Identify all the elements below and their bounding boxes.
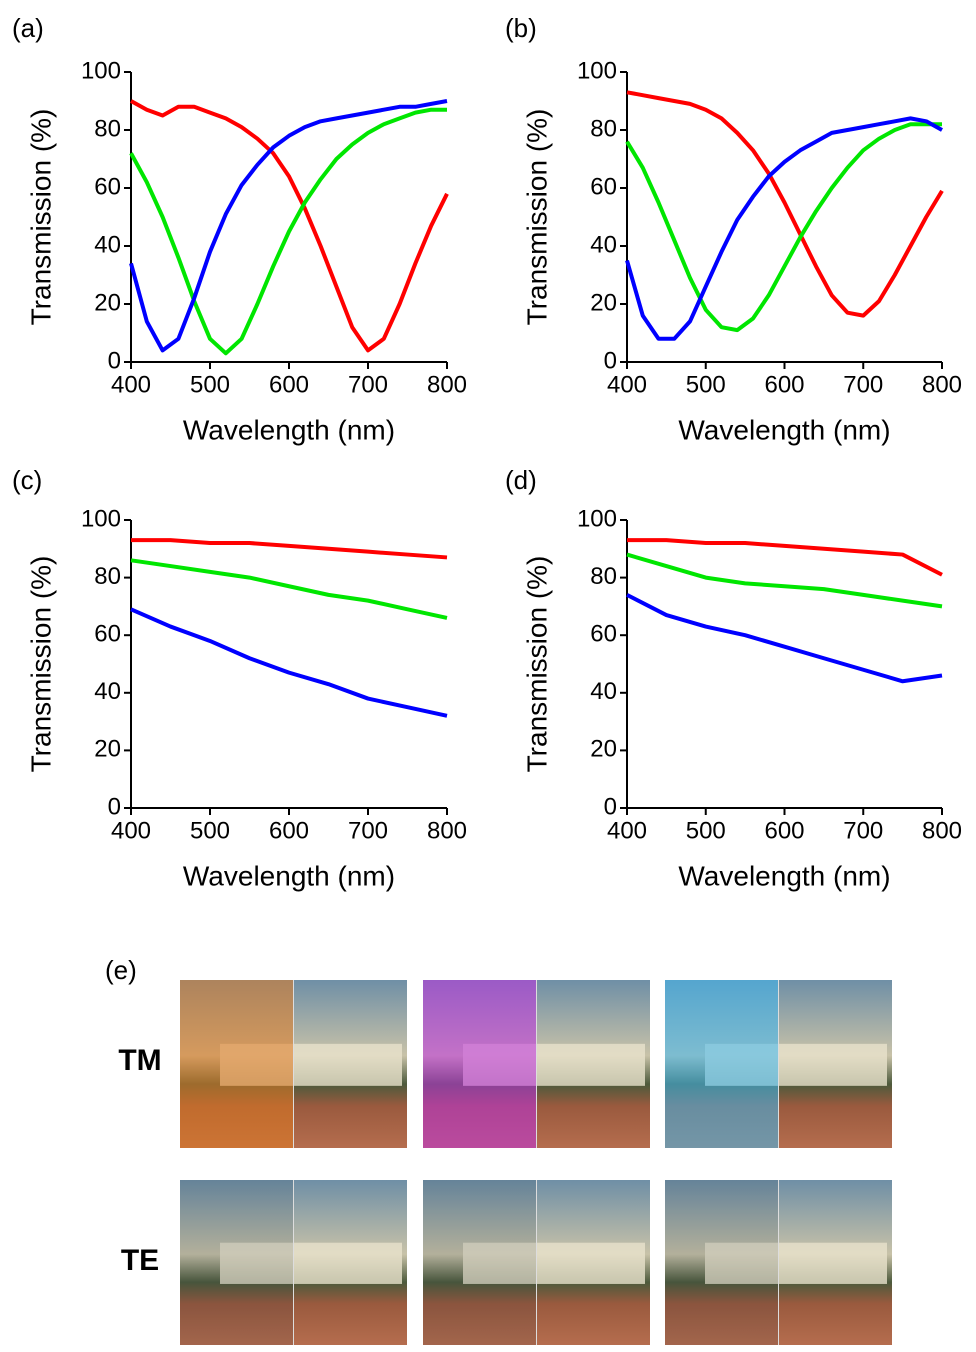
photo-tint — [423, 1180, 537, 1345]
photo-tint — [665, 1180, 779, 1345]
data-line — [626, 552, 943, 609]
data-line — [131, 538, 448, 560]
y-tick-label: 60 — [590, 621, 617, 648]
x-tick-label: 400 — [111, 371, 151, 398]
y-tick-label: 100 — [577, 57, 617, 84]
x-tick-label: 800 — [427, 371, 467, 398]
x-tick-label: 500 — [190, 371, 230, 398]
y-tick-label: 80 — [590, 563, 617, 590]
y-tick-label: 60 — [94, 621, 121, 648]
data-line — [130, 607, 448, 718]
x-tick-label: 400 — [111, 817, 151, 844]
x-tick-label: 700 — [843, 817, 883, 844]
data-line — [626, 593, 943, 684]
data-line — [130, 99, 449, 353]
data-line — [625, 122, 942, 333]
y-tick-label: 40 — [94, 678, 121, 705]
y-tick-label: 0 — [108, 347, 121, 374]
photo-building — [463, 1242, 645, 1284]
y-tick-label: 60 — [94, 173, 121, 200]
data-line — [130, 558, 448, 620]
x-tick-label: 600 — [764, 817, 804, 844]
data-line — [129, 99, 448, 353]
panel-label: (d) — [505, 465, 537, 495]
x-tick-label: 600 — [269, 817, 309, 844]
row-label: TE — [121, 1244, 159, 1277]
photo-building — [705, 1242, 887, 1284]
photo-tint — [665, 980, 779, 1148]
x-tick-label: 500 — [686, 817, 726, 844]
y-tick-label: 100 — [81, 505, 121, 532]
x-tick-label: 800 — [922, 817, 962, 844]
y-tick-label: 80 — [94, 115, 121, 142]
y-tick-label: 80 — [590, 115, 617, 142]
y-axis-title: Transmission (%) — [25, 109, 56, 326]
y-axis-title: Transmission (%) — [521, 109, 552, 326]
y-tick-label: 100 — [577, 505, 617, 532]
photo-building — [220, 1242, 402, 1284]
photo-grid — [180, 980, 892, 1345]
x-tick-label: 500 — [686, 371, 726, 398]
row-label: TM — [118, 1044, 161, 1077]
y-tick-label: 40 — [590, 678, 617, 705]
panel-label: (e) — [105, 955, 137, 985]
y-tick-label: 20 — [94, 736, 121, 763]
x-axis-title: Wavelength (nm) — [183, 860, 395, 891]
y-tick-label: 40 — [94, 231, 121, 258]
data-line — [625, 116, 943, 341]
y-tick-label: 60 — [590, 173, 617, 200]
y-tick-label: 80 — [94, 563, 121, 590]
data-line — [627, 538, 943, 577]
y-tick-label: 0 — [604, 793, 617, 820]
x-tick-label: 700 — [348, 817, 388, 844]
photo-tint — [180, 980, 294, 1148]
y-tick-label: 20 — [590, 736, 617, 763]
x-tick-label: 500 — [190, 817, 230, 844]
y-tick-label: 100 — [81, 57, 121, 84]
x-tick-label: 800 — [922, 371, 962, 398]
y-axis-title: Transmission (%) — [521, 556, 552, 773]
x-tick-label: 600 — [764, 371, 804, 398]
x-axis-title: Wavelength (nm) — [183, 414, 395, 445]
photo-tint — [180, 1180, 294, 1345]
x-tick-label: 400 — [607, 371, 647, 398]
panel-label: (b) — [505, 13, 537, 43]
y-tick-label: 20 — [590, 289, 617, 316]
y-axis-title: Transmission (%) — [25, 556, 56, 773]
photo-tint — [423, 980, 537, 1148]
x-tick-label: 700 — [348, 371, 388, 398]
data-line — [129, 107, 447, 356]
panel-label: (c) — [12, 465, 42, 495]
x-tick-label: 600 — [269, 371, 309, 398]
y-tick-label: 0 — [604, 347, 617, 374]
y-tick-label: 20 — [94, 289, 121, 316]
x-tick-label: 800 — [427, 817, 467, 844]
y-tick-label: 40 — [590, 231, 617, 258]
data-line — [626, 90, 944, 318]
x-tick-label: 700 — [843, 371, 883, 398]
y-tick-label: 0 — [108, 793, 121, 820]
x-tick-label: 400 — [607, 817, 647, 844]
x-axis-title: Wavelength (nm) — [678, 860, 890, 891]
x-axis-title: Wavelength (nm) — [678, 414, 890, 445]
panel-label: (a) — [12, 13, 44, 43]
